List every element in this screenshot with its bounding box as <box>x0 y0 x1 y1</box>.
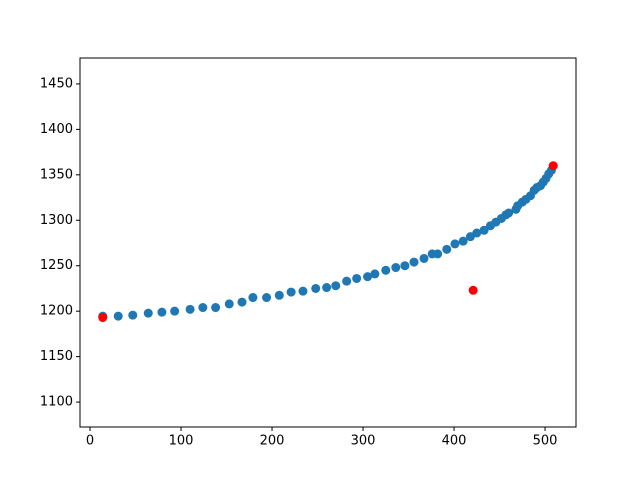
scatter-point <box>248 293 258 303</box>
scatter-point <box>298 286 308 296</box>
scatter-point <box>419 253 429 263</box>
x-tick-label: 500 <box>533 434 558 449</box>
scatter-point <box>433 249 443 259</box>
scatter-point <box>262 293 272 303</box>
scatter-point <box>98 313 108 323</box>
y-tick-label: 1300 <box>40 213 73 228</box>
scatter-point <box>548 161 558 171</box>
scatter-point <box>286 287 296 297</box>
y-tick-label: 1200 <box>40 304 73 319</box>
scatter-point <box>479 225 489 235</box>
scatter-point <box>211 303 221 313</box>
scatter-point <box>274 290 284 300</box>
scatter-point <box>391 263 401 273</box>
scatter-point <box>185 304 195 314</box>
scatter-point <box>157 307 167 317</box>
scatter-point <box>198 303 208 313</box>
plot-frame <box>79 57 577 428</box>
y-tick-label: 1150 <box>40 349 73 364</box>
scatter-point <box>352 273 362 283</box>
y-tick-label: 1400 <box>40 122 73 137</box>
x-tick-label: 100 <box>169 434 194 449</box>
y-tick-label: 1250 <box>40 258 73 273</box>
scatter-point <box>113 311 123 321</box>
x-tick-label: 300 <box>351 434 376 449</box>
scatter-point <box>237 297 247 307</box>
y-tick-label: 1450 <box>40 76 73 91</box>
scatter-point <box>400 261 410 271</box>
scatter-point <box>409 257 419 267</box>
x-tick-label: 0 <box>86 434 94 449</box>
scatter-point <box>442 244 452 254</box>
scatter-point <box>370 269 380 279</box>
scatter-point <box>311 283 321 293</box>
scatter-point <box>458 236 468 246</box>
x-tick-label: 200 <box>260 434 285 449</box>
scatter-point <box>450 239 460 249</box>
scatter-point <box>504 208 514 218</box>
scatter-point <box>170 306 180 316</box>
x-tick-label: 400 <box>442 434 467 449</box>
scatter-point <box>322 283 332 293</box>
scatter-point <box>331 281 341 291</box>
y-tick-label: 1100 <box>40 395 73 410</box>
scatter-point <box>224 299 234 309</box>
y-tick-label: 1350 <box>40 167 73 182</box>
scatter-point <box>472 228 482 238</box>
scatter-point <box>342 276 352 286</box>
scatter-point <box>128 310 138 320</box>
scatter-point <box>468 285 478 295</box>
scatter-point <box>363 272 373 282</box>
scatter-point <box>143 308 153 318</box>
scatter-point <box>381 265 391 275</box>
